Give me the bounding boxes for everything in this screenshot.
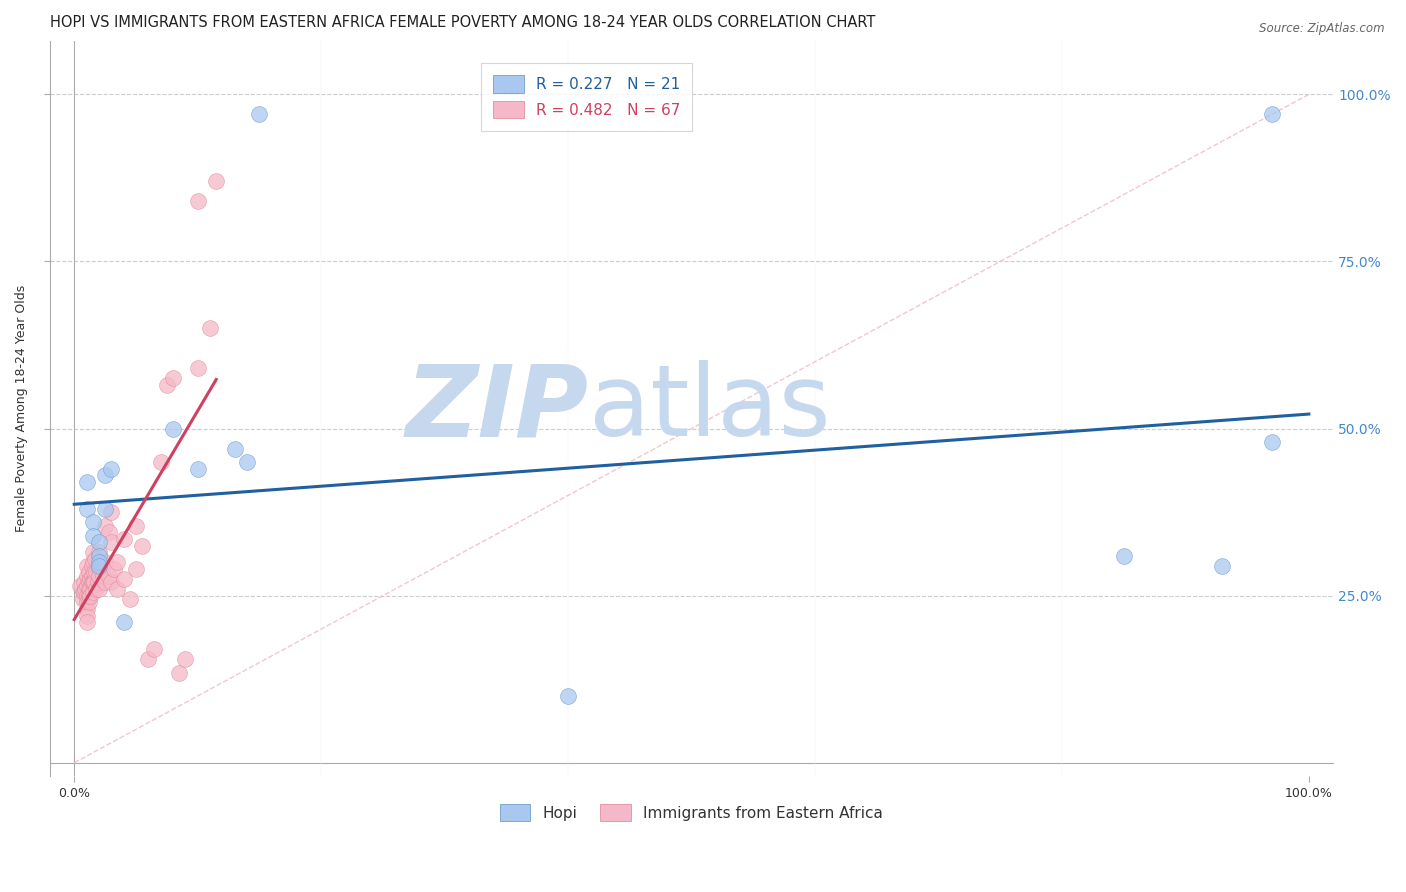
Point [149, 455, 172, 469]
Point [87, 549, 110, 563]
Point [97, 568, 120, 582]
Point [94, 518, 117, 533]
Point [1261, 107, 1284, 121]
Point [100, 505, 122, 519]
Point [76, 602, 98, 616]
Point [87, 558, 110, 573]
Point [90, 558, 112, 573]
Point [83, 566, 105, 580]
Point [249, 107, 271, 121]
Point [112, 615, 135, 630]
Point [187, 194, 209, 209]
Point [73, 575, 96, 590]
Point [82, 555, 104, 569]
Point [77, 566, 100, 580]
Point [82, 528, 104, 542]
Point [82, 575, 104, 590]
Point [87, 535, 110, 549]
Point [1211, 558, 1233, 573]
Point [77, 595, 100, 609]
Point [80, 575, 103, 590]
Point [125, 518, 148, 533]
Point [198, 321, 221, 335]
Point [83, 575, 105, 590]
Point [76, 589, 98, 603]
Point [131, 539, 153, 553]
Point [79, 582, 101, 596]
Text: atlas: atlas [589, 360, 831, 457]
Point [73, 585, 96, 599]
Point [112, 572, 135, 586]
Point [112, 532, 135, 546]
Point [156, 378, 179, 392]
Point [72, 592, 94, 607]
Point [100, 575, 122, 590]
Point [86, 566, 108, 580]
Point [80, 568, 103, 582]
Point [82, 545, 104, 559]
Point [224, 442, 246, 456]
Legend: Hopi, Immigrants from Eastern Africa: Hopi, Immigrants from Eastern Africa [494, 797, 889, 828]
Point [94, 575, 117, 590]
Point [87, 555, 110, 569]
Y-axis label: Female Poverty Among 18-24 Year Olds: Female Poverty Among 18-24 Year Olds [15, 285, 28, 533]
Point [77, 582, 100, 596]
Point [1261, 434, 1284, 449]
Point [143, 642, 166, 657]
Point [87, 568, 110, 582]
Point [91, 568, 114, 582]
Text: HOPI VS IMMIGRANTS FROM EASTERN AFRICA FEMALE POVERTY AMONG 18-24 YEAR OLDS CORR: HOPI VS IMMIGRANTS FROM EASTERN AFRICA F… [49, 15, 875, 30]
Point [118, 592, 141, 607]
Point [1112, 549, 1135, 563]
Point [76, 608, 98, 623]
Point [136, 652, 159, 666]
Point [100, 461, 122, 475]
Text: Source: ZipAtlas.com: Source: ZipAtlas.com [1260, 22, 1385, 36]
Point [75, 582, 97, 596]
Point [77, 575, 100, 590]
Point [94, 501, 117, 516]
Point [557, 689, 579, 703]
Point [69, 579, 91, 593]
Point [205, 174, 228, 188]
Point [86, 582, 108, 596]
Point [94, 468, 117, 483]
Point [187, 461, 209, 475]
Point [87, 562, 110, 576]
Point [167, 665, 190, 680]
Point [86, 575, 108, 590]
Point [174, 652, 197, 666]
Point [76, 595, 98, 609]
Point [87, 545, 110, 559]
Point [76, 475, 98, 489]
Point [84, 552, 107, 566]
Point [76, 501, 98, 516]
Point [87, 582, 110, 596]
Point [80, 558, 103, 573]
Point [162, 371, 184, 385]
Point [125, 562, 148, 576]
Point [76, 558, 98, 573]
Point [77, 589, 100, 603]
Point [79, 589, 101, 603]
Point [187, 361, 209, 376]
Point [76, 615, 98, 630]
Point [162, 421, 184, 435]
Point [107, 555, 129, 569]
Point [82, 585, 104, 599]
Point [236, 455, 259, 469]
Point [100, 535, 122, 549]
Point [79, 572, 101, 586]
Text: ZIP: ZIP [406, 360, 589, 457]
Point [76, 579, 98, 593]
Point [76, 568, 98, 582]
Point [72, 585, 94, 599]
Point [97, 525, 120, 540]
Point [103, 562, 125, 576]
Point [82, 515, 104, 529]
Point [94, 555, 117, 569]
Point [107, 582, 129, 596]
